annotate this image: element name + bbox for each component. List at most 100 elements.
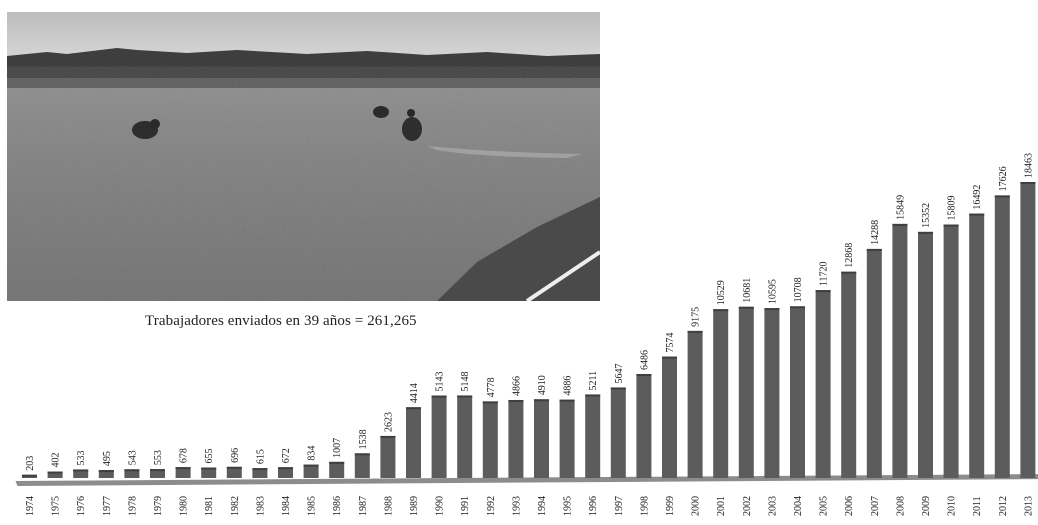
bar-value-label: 5143 [435, 372, 446, 392]
bar [636, 374, 651, 478]
bar [918, 232, 933, 478]
bar-top [99, 470, 114, 472]
bar-top [406, 407, 421, 409]
bar-value-label: 5148 [460, 371, 471, 391]
x-tick-label: 1988 [383, 496, 394, 516]
bar [329, 462, 344, 478]
bar-value-label: 203 [25, 456, 36, 471]
bar [969, 214, 984, 478]
bar-value-label: 16492 [972, 185, 983, 210]
bar-value-label: 4778 [486, 377, 497, 397]
x-tick-label: 1985 [307, 496, 318, 516]
bar-top [892, 224, 907, 226]
bar-top [176, 467, 191, 469]
bar-top [585, 394, 600, 396]
bar-value-label: 10595 [767, 279, 778, 304]
x-tick-label: 1986 [332, 496, 343, 516]
bar-top [457, 395, 472, 397]
bar-value-label: 7574 [665, 333, 676, 353]
bar-top [355, 453, 370, 455]
bar-value-label: 553 [153, 450, 164, 465]
chart-floor [16, 474, 1038, 486]
bar-value-label: 18463 [1023, 153, 1034, 178]
bar [611, 387, 626, 478]
bar [304, 465, 319, 478]
x-tick-label: 1994 [537, 496, 548, 516]
bar [73, 469, 88, 478]
bar [739, 307, 754, 478]
bar-top [124, 469, 139, 471]
bar-top [764, 308, 779, 310]
bar [534, 399, 549, 478]
bar-top [790, 306, 805, 308]
bar-top [816, 290, 831, 292]
bar-value-label: 14288 [870, 220, 881, 245]
bar-top [48, 472, 63, 474]
x-tick-label: 1998 [639, 496, 650, 516]
x-tick-label: 1974 [25, 496, 36, 516]
x-tick-label: 1990 [435, 496, 446, 516]
bar-value-label: 17626 [998, 166, 1009, 191]
bar [252, 468, 267, 478]
bar [995, 195, 1010, 478]
x-tick-label: 1980 [179, 496, 190, 516]
bar [508, 400, 523, 478]
bar-top [534, 399, 549, 401]
bar-top [252, 468, 267, 470]
bar-value-label: 5211 [588, 371, 599, 391]
x-tick-label: 1991 [460, 496, 471, 516]
bar-value-label: 834 [307, 446, 318, 461]
bar-top [944, 225, 959, 227]
bar-top [688, 331, 703, 333]
x-tick-label: 2005 [819, 496, 830, 516]
bar [176, 467, 191, 478]
chart-caption: Trabajadores enviados en 39 años = 261,2… [145, 313, 565, 330]
bar [124, 469, 139, 478]
bar-top [918, 232, 933, 234]
bar-value-label: 6486 [639, 350, 650, 370]
bar [713, 309, 728, 478]
bar-top [304, 465, 319, 467]
x-tick-label: 2003 [767, 496, 778, 516]
x-tick-label: 1978 [127, 496, 138, 516]
bar-value-label: 10529 [716, 280, 727, 305]
x-tick-label: 1981 [204, 496, 215, 516]
bar-value-label: 10681 [742, 278, 753, 303]
x-tick-label: 1987 [358, 496, 369, 516]
bar-top [969, 214, 984, 216]
bar-value-label: 696 [230, 448, 241, 463]
bar [892, 224, 907, 478]
bar-value-label: 10708 [793, 277, 804, 302]
bar-value-label: 2623 [383, 412, 394, 432]
x-tick-label: 1976 [76, 496, 87, 516]
bar [841, 272, 856, 478]
bar-value-label: 615 [255, 449, 266, 464]
x-tick-label: 1997 [614, 496, 625, 516]
x-tick-label: 2000 [691, 496, 702, 516]
bar [99, 470, 114, 478]
bar-top [329, 462, 344, 464]
bar-value-label: 1538 [358, 429, 369, 449]
x-tick-label: 2009 [921, 496, 932, 516]
bar-value-label: 12868 [844, 243, 855, 268]
bar [1020, 182, 1035, 478]
bar-top [150, 469, 165, 471]
x-tick-label: 2011 [972, 496, 983, 516]
bar-top [278, 467, 293, 469]
bar-top [227, 467, 242, 469]
bar [585, 394, 600, 478]
bar-value-label: 15352 [921, 203, 932, 228]
bar-value-label: 15809 [947, 196, 958, 221]
x-tick-label: 1975 [51, 496, 62, 516]
x-tick-label: 2006 [844, 496, 855, 516]
bar [432, 396, 447, 478]
bar [790, 306, 805, 478]
x-tick-label: 2008 [895, 496, 906, 516]
x-tick-label: 1995 [563, 496, 574, 516]
x-tick-label: 2007 [870, 496, 881, 516]
bar [278, 467, 293, 478]
bar [483, 401, 498, 478]
bar-top [73, 469, 88, 471]
bar-value-label: 1007 [332, 438, 343, 458]
bar-value-label: 543 [127, 450, 138, 465]
